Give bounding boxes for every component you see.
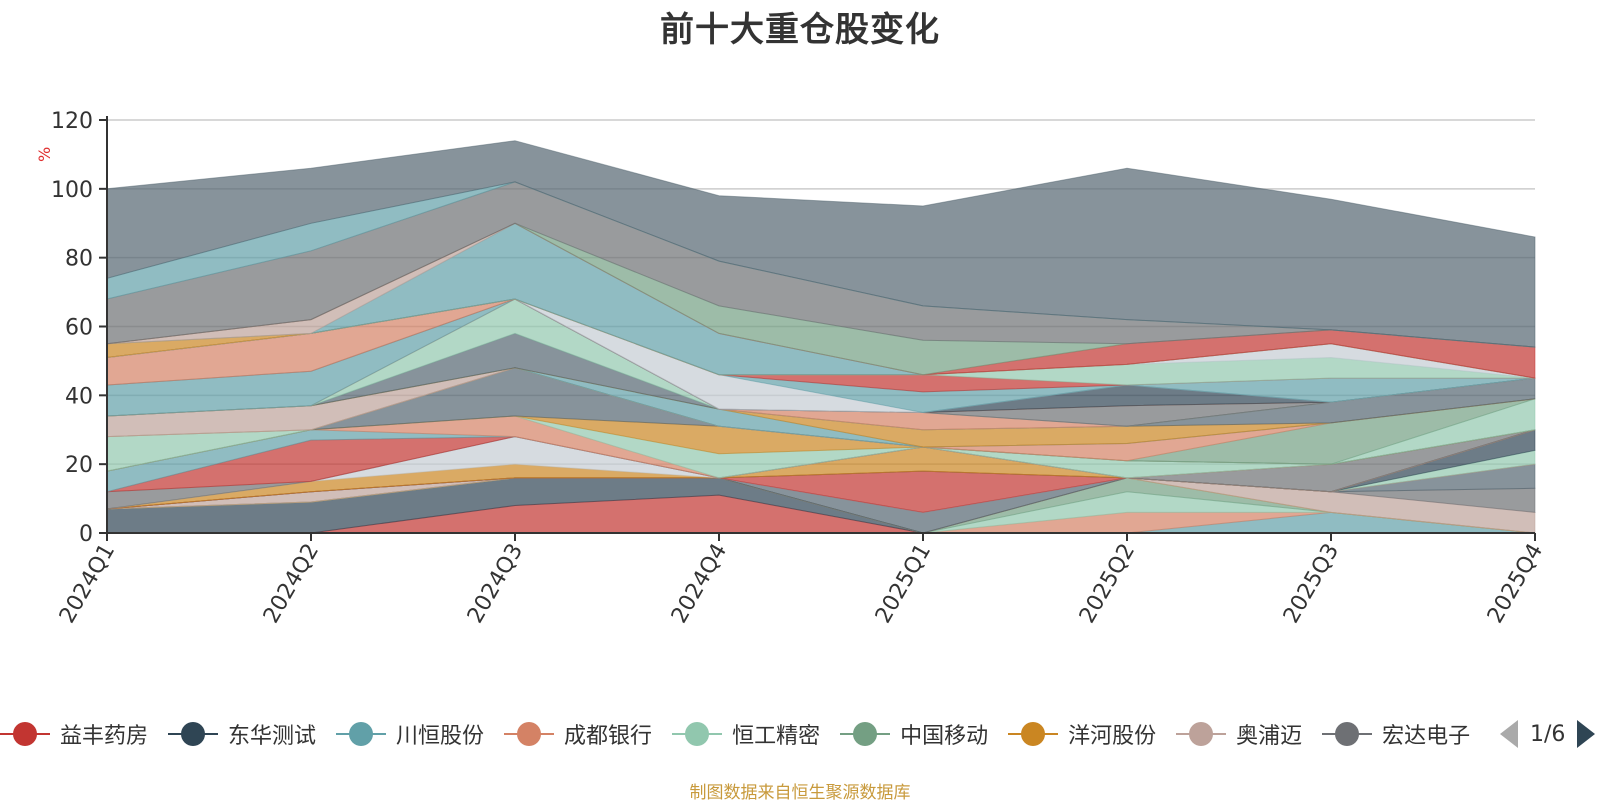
legend-item[interactable]: 洋河股份 — [1008, 718, 1156, 750]
legend-item[interactable]: 川恒股份 — [336, 718, 484, 750]
x-tick-label-2024Q4: 2024Q4 — [667, 540, 732, 628]
legend-label: 东华测试 — [228, 724, 317, 749]
legend-item[interactable]: 东华测试 — [168, 718, 316, 750]
y-tick-label-0: 0 — [79, 522, 93, 547]
x-tick-label-2024Q2: 2024Q2 — [259, 540, 324, 628]
legend-items: 益丰药房 东华测试 川恒股份 成都银行 恒工精密 中国移动 洋河股份 奥浦迈 宏达电子 — [0, 712, 1485, 756]
legend-prev-icon[interactable] — [1500, 720, 1518, 748]
legend-label: 成都银行 — [564, 724, 653, 749]
y-tick-label-40: 40 — [65, 384, 93, 409]
chart-title: 前十大重仓股变化 — [660, 10, 940, 50]
legend-item[interactable]: 成都银行 — [504, 718, 652, 750]
legend-label: 益丰药房 — [60, 724, 149, 749]
legend-page-indicator: 1/6 — [1530, 721, 1566, 747]
legend-label: 洋河股份 — [1068, 724, 1157, 749]
y-axis-unit: % — [35, 147, 54, 162]
legend-marker-icon — [840, 722, 891, 746]
data-source-note: 制图数据来自恒生聚源数据库 — [689, 783, 911, 803]
x-tick-label-2024Q3: 2024Q3 — [463, 540, 528, 628]
legend-item[interactable]: 恒工精密 — [672, 718, 820, 750]
legend-marker-icon — [168, 722, 219, 746]
legend-marker-icon — [504, 722, 555, 746]
legend-marker-icon — [1176, 722, 1227, 746]
legend-label: 奥浦迈 — [1236, 724, 1303, 749]
legend-label: 中国移动 — [900, 724, 989, 749]
legend-marker-icon — [1008, 722, 1059, 746]
x-tick-label-2025Q2: 2025Q2 — [1075, 540, 1140, 628]
legend: 益丰药房 东华测试 川恒股份 成都银行 恒工精密 中国移动 洋河股份 奥浦迈 宏达电子 1/6 — [0, 712, 1600, 756]
legend-label: 川恒股份 — [396, 724, 485, 749]
y-tick-label-120: 120 — [51, 109, 93, 134]
legend-label: 宏达电子 — [1382, 724, 1471, 749]
y-tick-label-20: 20 — [65, 453, 93, 478]
legend-marker-icon — [672, 722, 723, 746]
area-chart: 0 20 40 60 80 100 120% 2024Q1 2024Q2 2024Q3 2024Q4… — [35, 109, 1548, 628]
legend-item[interactable]: 中国移动 — [840, 718, 988, 750]
area-series-50 — [106, 140, 1536, 348]
y-tick-label-100: 100 — [51, 178, 93, 203]
legend-marker-icon — [0, 722, 50, 746]
x-tick-label-2025Q1: 2025Q1 — [871, 540, 936, 628]
legend-marker-icon — [336, 722, 387, 746]
legend-item[interactable]: 宏达电子 — [1322, 718, 1470, 750]
y-tick-label-80: 80 — [65, 247, 93, 272]
legend-label: 恒工精密 — [732, 724, 821, 749]
legend-item[interactable]: 益丰药房 — [0, 718, 148, 750]
legend-item[interactable]: 奥浦迈 — [1176, 718, 1302, 750]
legend-marker-icon — [1322, 722, 1373, 746]
y-tick-label-60: 60 — [65, 316, 93, 341]
x-tick-label-2024Q1: 2024Q1 — [55, 540, 120, 628]
legend-next-icon[interactable] — [1577, 720, 1596, 748]
x-tick-label-2025Q4: 2025Q4 — [1483, 540, 1548, 628]
x-tick-label-2025Q3: 2025Q3 — [1279, 540, 1344, 628]
legend-pager: 1/6 — [1500, 712, 1596, 756]
